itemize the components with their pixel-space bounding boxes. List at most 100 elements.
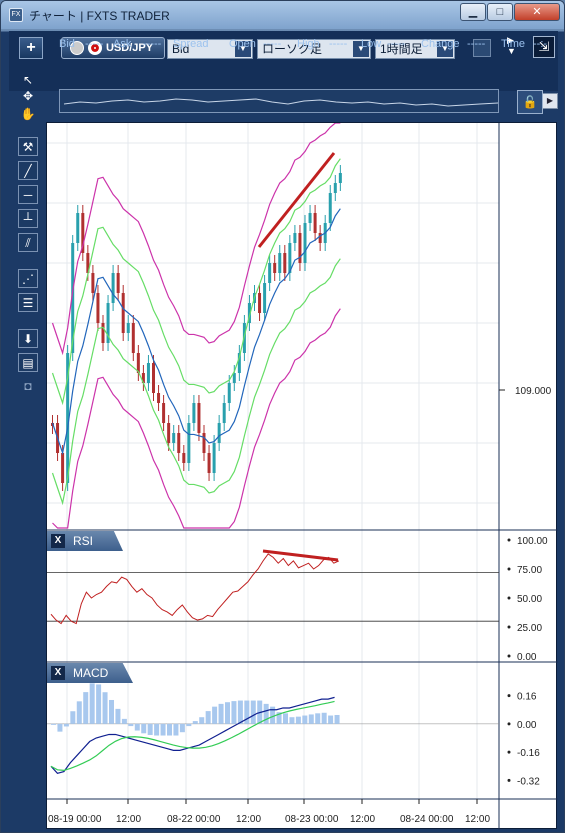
hand-icon[interactable]: ✋ <box>20 107 36 121</box>
candle <box>187 423 191 463</box>
macd-histogram-bar <box>134 723 140 731</box>
candle <box>283 253 287 273</box>
macd-histogram-bar <box>250 700 256 724</box>
macd-tick-dot <box>507 722 511 726</box>
open-value: ----- <box>263 38 282 50</box>
price-type-value: Bid <box>172 42 190 56</box>
drawing-tools-sidebar: ↖ ✥ ✋ ⚒ ╱ ─ ┴ ⫽ ⋰ ☰ ⬇ ▤ ◘ <box>15 65 42 405</box>
resize-arrow-button[interactable]: ⇲ <box>533 36 555 58</box>
rsi-panel: 100.00 75.00 50.00 25.00 0.00 <box>47 536 548 663</box>
rsi-trendline[interactable] <box>262 549 339 562</box>
chevron-down-icon: ▼ <box>437 41 453 57</box>
hammer-icon[interactable]: ⚒ <box>18 137 38 156</box>
candle <box>202 433 206 453</box>
macd-histogram-bar <box>237 700 243 724</box>
download-icon[interactable]: ⬇ <box>18 329 38 348</box>
rsi-label: RSI <box>73 534 94 548</box>
macd-histogram-bar <box>96 684 102 724</box>
pointer-icon[interactable]: ↖ <box>22 73 34 87</box>
horizontal-line-icon[interactable]: ─ <box>18 185 38 204</box>
minimize-button[interactable]: ▁ <box>460 3 486 21</box>
fibonacci-retracement-icon[interactable]: ☰ <box>18 293 38 312</box>
list-icon[interactable]: ▤ <box>18 353 38 372</box>
rsi-tick-label: 75.00 <box>517 565 542 576</box>
candle <box>177 433 181 453</box>
candle <box>61 453 65 483</box>
candle <box>76 213 80 243</box>
moving-average-line <box>51 208 341 456</box>
trendline-icon[interactable]: ╱ <box>18 161 38 180</box>
timeframe-select[interactable]: 1時間足 ▼ <box>375 39 455 59</box>
expand-arrows-button[interactable]: ▶ ▼ <box>507 35 516 56</box>
rsi-tick-dot <box>507 625 511 629</box>
crosshair-move-icon[interactable]: ✥ <box>22 89 34 103</box>
candle <box>111 273 115 303</box>
parallel-channel-icon[interactable]: ⫽ <box>18 233 38 252</box>
close-window-button[interactable]: ✕ <box>514 3 560 21</box>
candle <box>162 403 166 423</box>
low-value: ----- <box>387 38 406 50</box>
macd-histogram-bar <box>212 706 218 724</box>
vertical-line-icon[interactable]: ┴ <box>18 209 38 228</box>
price-tick: 109.000 <box>515 386 552 397</box>
change-value: ----- <box>467 38 486 50</box>
candle <box>86 253 90 273</box>
bid-label: Bid <box>59 38 75 50</box>
close-rsi-icon[interactable]: X <box>51 534 65 548</box>
chart-type-select[interactable]: ローソク足 ▼ <box>257 39 371 59</box>
scroll-right-button[interactable]: ▶ <box>542 93 558 109</box>
rsi-tab[interactable]: X RSI <box>47 531 123 551</box>
jp-flag-icon <box>88 41 102 55</box>
price-type-select[interactable]: Bid ▼ <box>167 39 253 59</box>
add-chart-button[interactable]: + <box>19 37 43 59</box>
candle <box>227 383 231 403</box>
chart-canvas: 100.00 75.00 50.00 25.00 0.00 0.16 0.00 -0.16 -… <box>47 122 558 830</box>
macd-histogram-bar <box>102 692 108 724</box>
macd-tab[interactable]: X MACD <box>47 663 133 683</box>
title-bar[interactable]: FX チャート | FXTS TRADER ▁ □ ✕ <box>1 1 564 29</box>
macd-histogram-bar <box>308 714 314 724</box>
macd-histogram-bar <box>334 714 340 724</box>
candle <box>136 353 140 373</box>
window-title: チャート | FXTS TRADER <box>29 9 170 23</box>
candle <box>141 373 145 383</box>
candle <box>222 403 226 423</box>
macd-tick-dot <box>507 750 511 754</box>
ask-label: Ask <box>113 38 132 50</box>
overview-sparkline[interactable]: ◀ ▶ <box>59 89 558 113</box>
time-tick-label: 08-22 00:00 <box>167 814 221 825</box>
candle <box>217 423 221 443</box>
macd-tick-label: 0.16 <box>517 692 537 703</box>
macd-histogram-bar <box>205 711 211 724</box>
macd-line <box>50 696 335 775</box>
rsi-tick-dot <box>507 567 511 571</box>
price-trendline[interactable] <box>257 152 336 248</box>
candle <box>313 213 317 233</box>
macd-histogram-bar <box>179 723 185 733</box>
rsi-tick-label: 50.00 <box>517 594 542 605</box>
candle <box>131 323 135 353</box>
currency-pair-button[interactable]: USD/JPY <box>61 37 165 59</box>
macd-histogram-bar <box>199 717 205 724</box>
fibonacci-fan-icon[interactable]: ⋰ <box>18 269 38 288</box>
chart-area[interactable]: 100.00 75.00 50.00 25.00 0.00 0.16 0.00 -0.16 -… <box>46 122 558 830</box>
camera-icon[interactable]: ◘ <box>24 379 32 393</box>
macd-histogram-bar <box>70 711 76 724</box>
time-value: --:- <box>533 38 548 50</box>
close-macd-icon[interactable]: X <box>51 666 65 680</box>
macd-histogram-bar <box>244 700 250 724</box>
chevron-down-icon: ▼ <box>235 41 251 57</box>
candle <box>71 243 75 353</box>
candle <box>81 213 85 253</box>
lock-scroll-button[interactable]: 🔓 <box>517 90 543 114</box>
candle <box>152 363 155 393</box>
maximize-button[interactable]: □ <box>487 3 513 21</box>
macd-histogram-bar <box>167 723 172 736</box>
square-toggle-button[interactable] <box>473 39 491 57</box>
candle <box>308 213 312 223</box>
ask-value: ----- <box>143 38 162 50</box>
candle <box>268 263 272 283</box>
candle <box>96 293 100 323</box>
bb-lower-2-line <box>52 308 341 529</box>
candle <box>278 253 282 273</box>
